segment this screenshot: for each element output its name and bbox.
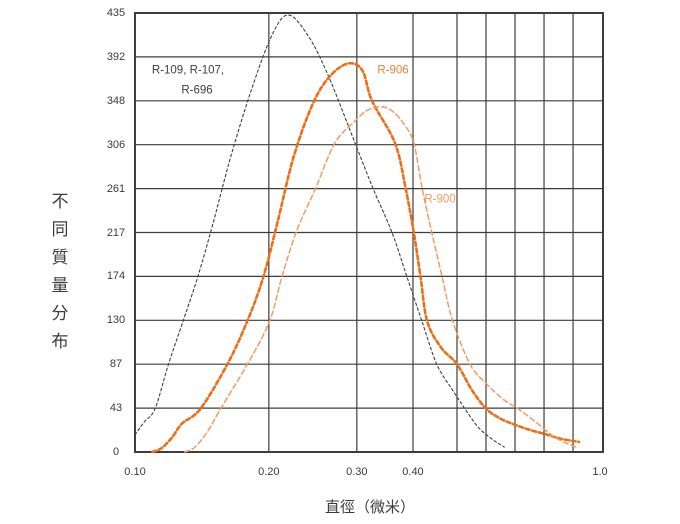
y-tick-label: 261 — [106, 182, 126, 195]
y-axis-title-char: 分 — [51, 304, 69, 323]
curve-r-109-r-107-r-696 — [134, 14, 505, 448]
x-axis-title: 直徑（微米） — [324, 499, 415, 516]
x-tick-label: 1.0 — [592, 466, 608, 478]
y-tick-label: 306 — [106, 138, 126, 151]
y-tick-label: 435 — [106, 7, 126, 19]
y-tick-label: 174 — [106, 270, 126, 283]
y-axis-title-char: 同 — [51, 220, 69, 239]
y-tick-label: 130 — [106, 314, 126, 327]
label-r900: R-900 — [424, 193, 456, 206]
x-tick-label: 0.20 — [258, 466, 280, 478]
y-axis-title-char: 質 — [51, 248, 69, 267]
y-tick-label: 348 — [106, 94, 126, 107]
curve-r-906 — [151, 61, 581, 453]
y-tick-label: 43 — [109, 402, 123, 415]
label-r906: R-906 — [377, 64, 409, 77]
y-tick-label: 0 — [112, 446, 120, 458]
x-tick-label: 0.30 — [346, 466, 368, 478]
y-axis-title-char: 量 — [51, 276, 69, 295]
y-axis-title: 不同質量分布 — [48, 188, 72, 356]
y-tick-label: 217 — [106, 226, 126, 239]
x-tick-label: 0.40 — [402, 466, 424, 478]
y-tick-label: 87 — [109, 358, 123, 371]
x-tick-label: 0.10 — [124, 466, 146, 478]
curve-r-900 — [183, 106, 580, 453]
y-tick-label: 392 — [106, 50, 126, 63]
y-axis-title-char: 布 — [51, 332, 69, 351]
label-r696: R-696 — [181, 84, 213, 97]
y-axis-title-char: 不 — [51, 192, 69, 211]
plot-border — [134, 12, 604, 453]
label-r109-r107: R-109, R-107, — [151, 64, 225, 77]
